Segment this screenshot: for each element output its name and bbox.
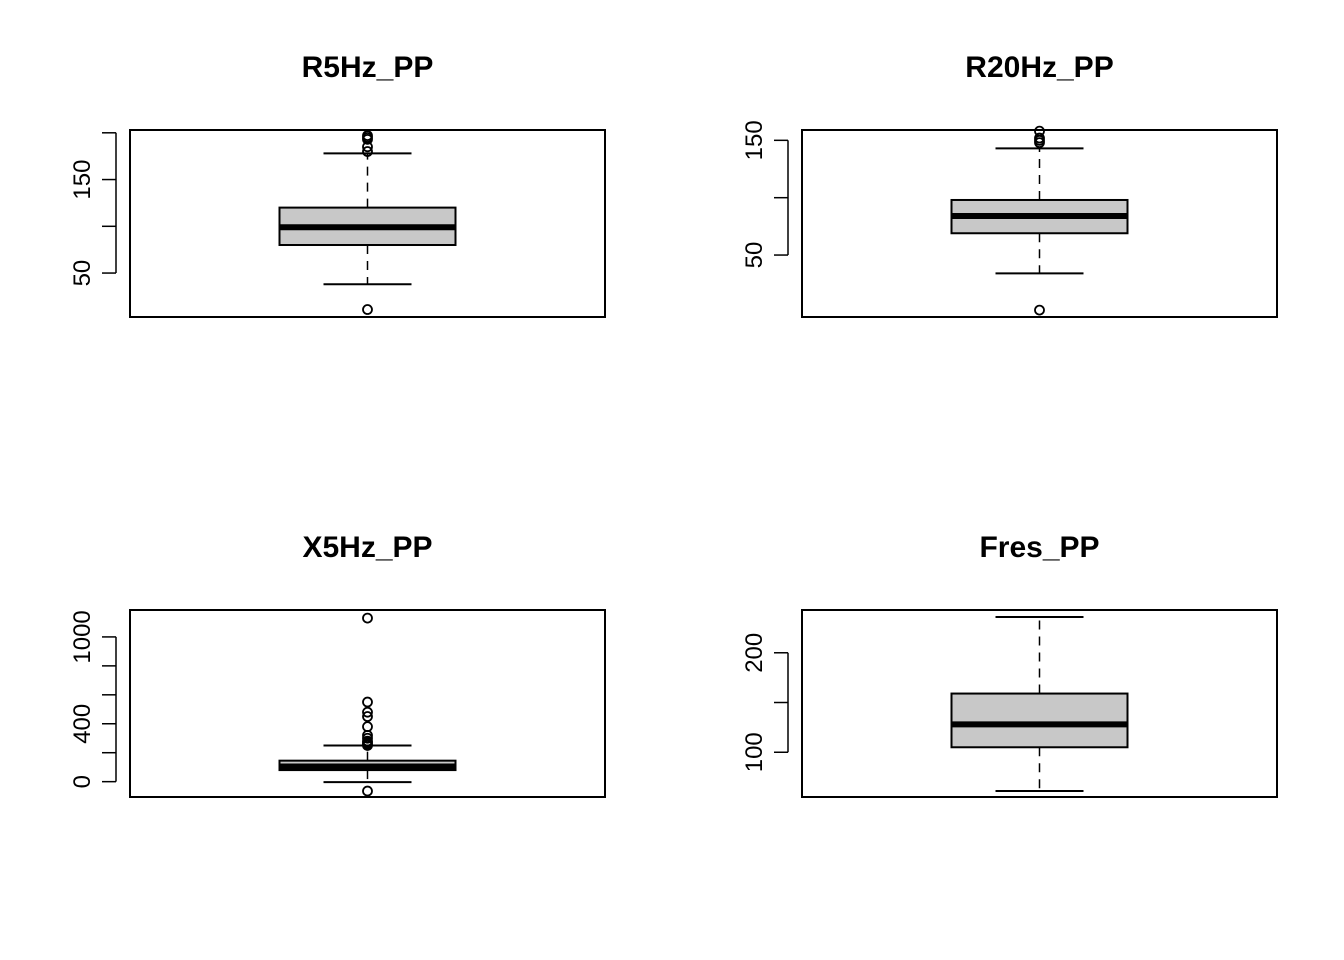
outlier-point	[1034, 132, 1045, 144]
chart-title: R5Hz_PP	[302, 51, 434, 84]
outlier-point	[362, 785, 373, 797]
plot-frame	[129, 129, 606, 318]
y-tick-label: 1000	[69, 610, 96, 663]
plot-frame	[801, 609, 1278, 798]
chart-title: R20Hz_PP	[965, 51, 1113, 84]
y-tick-label: 50	[741, 242, 768, 269]
outlier-point	[362, 304, 373, 315]
chart-title: Fres_PP	[979, 531, 1099, 564]
y-tick-label: 400	[69, 704, 96, 744]
outlier-point	[362, 696, 373, 708]
outlier-point	[1034, 125, 1045, 137]
chart-panel: X5Hz_PP 0 400 1000	[69, 531, 606, 798]
chart-panel: Fres_PP 100 200	[741, 531, 1278, 798]
y-tick-label: 0	[69, 775, 96, 788]
chart-title: X5Hz_PP	[302, 531, 432, 564]
outlier-point	[362, 612, 373, 624]
outlier-point	[362, 721, 373, 733]
iqr-box	[950, 692, 1129, 749]
outlier-point	[362, 711, 373, 722]
plot-frame	[801, 129, 1278, 318]
y-tick-label: 50	[69, 260, 96, 287]
y-tick-label: 150	[741, 120, 768, 160]
outlier-point	[362, 146, 373, 157]
outlier-point	[1034, 304, 1045, 316]
chart-panel: R20Hz_PP 50 150	[741, 51, 1278, 318]
chart-panel: R5Hz_PP 50 150	[69, 51, 606, 318]
outlier-point	[362, 130, 373, 142]
y-tick-label: 150	[69, 160, 96, 200]
outlier-point	[362, 706, 373, 718]
plot-frame	[129, 609, 606, 798]
y-tick-label: 200	[741, 633, 768, 673]
y-tick-label: 100	[741, 732, 768, 772]
